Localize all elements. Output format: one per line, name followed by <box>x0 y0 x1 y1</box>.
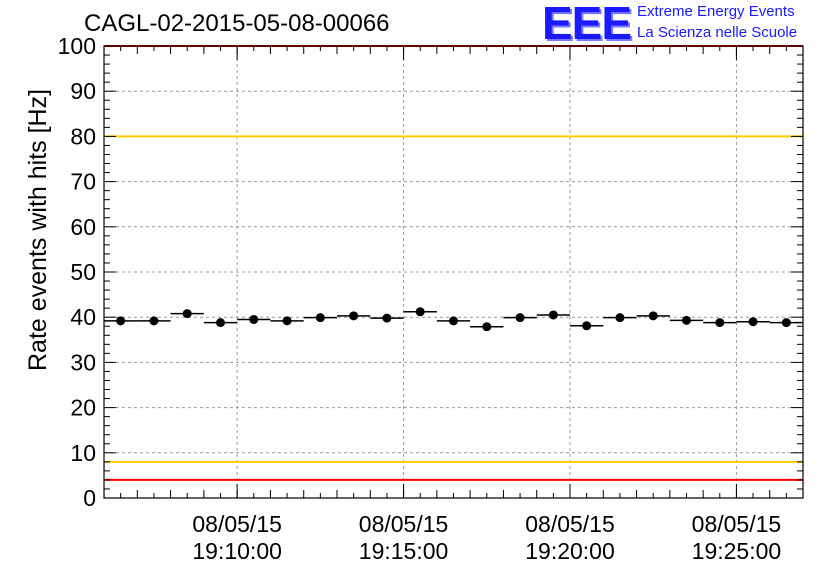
data-point <box>582 321 592 331</box>
axes-ticks: 010203040506070809010008/05/1519:10:0008… <box>58 33 804 564</box>
data-point <box>182 309 192 319</box>
data-point <box>116 316 126 326</box>
data-point <box>382 313 392 323</box>
chart-title: CAGL-02-2015-05-08-00066 <box>84 10 390 37</box>
data-point <box>748 317 758 327</box>
y-tick-label: 0 <box>83 485 96 511</box>
data-point <box>216 318 225 328</box>
data-point <box>648 311 658 321</box>
x-tick-label-date: 08/05/15 <box>525 511 615 537</box>
data-point <box>682 315 691 325</box>
data-point <box>249 314 259 324</box>
y-tick-label: 30 <box>70 349 96 375</box>
logo-line-2: La Scienza nelle Scuole <box>637 24 798 41</box>
x-tick-label-date: 08/05/15 <box>192 511 282 537</box>
logo-line-1: Extreme Energy Events <box>637 3 795 20</box>
data-point <box>781 318 791 328</box>
y-tick-label: 40 <box>70 304 96 330</box>
y-tick-label: 80 <box>70 123 96 149</box>
data-point <box>149 316 159 326</box>
x-tick-label-time: 19:10:00 <box>192 538 282 564</box>
reference-lines <box>104 45 803 481</box>
y-tick-label: 60 <box>70 214 96 240</box>
data-series <box>104 307 803 332</box>
x-tick-label-date: 08/05/15 <box>692 511 782 537</box>
data-point <box>615 313 625 323</box>
data-point <box>482 322 492 332</box>
x-tick-label-time: 19:25:00 <box>692 538 782 564</box>
x-tick-label-date: 08/05/15 <box>359 511 449 537</box>
y-axis-label: Rate events with hits [Hz] <box>24 88 52 371</box>
grid <box>104 46 803 498</box>
y-tick-label: 90 <box>70 78 96 104</box>
y-tick-label: 50 <box>70 259 96 285</box>
y-tick-label: 100 <box>58 33 96 59</box>
y-tick-label: 10 <box>70 440 96 466</box>
data-point <box>515 313 525 323</box>
eee-logo: EEE <box>542 0 632 49</box>
y-tick-label: 20 <box>70 395 96 421</box>
data-point <box>715 318 725 328</box>
x-tick-label-time: 19:20:00 <box>525 538 615 564</box>
x-tick-label-time: 19:15:00 <box>359 538 449 564</box>
data-point <box>282 316 292 326</box>
data-point <box>449 316 458 326</box>
data-point <box>315 313 325 323</box>
y-tick-label: 70 <box>70 169 96 195</box>
data-point <box>415 307 425 317</box>
data-point <box>349 311 359 321</box>
data-point <box>548 310 558 320</box>
